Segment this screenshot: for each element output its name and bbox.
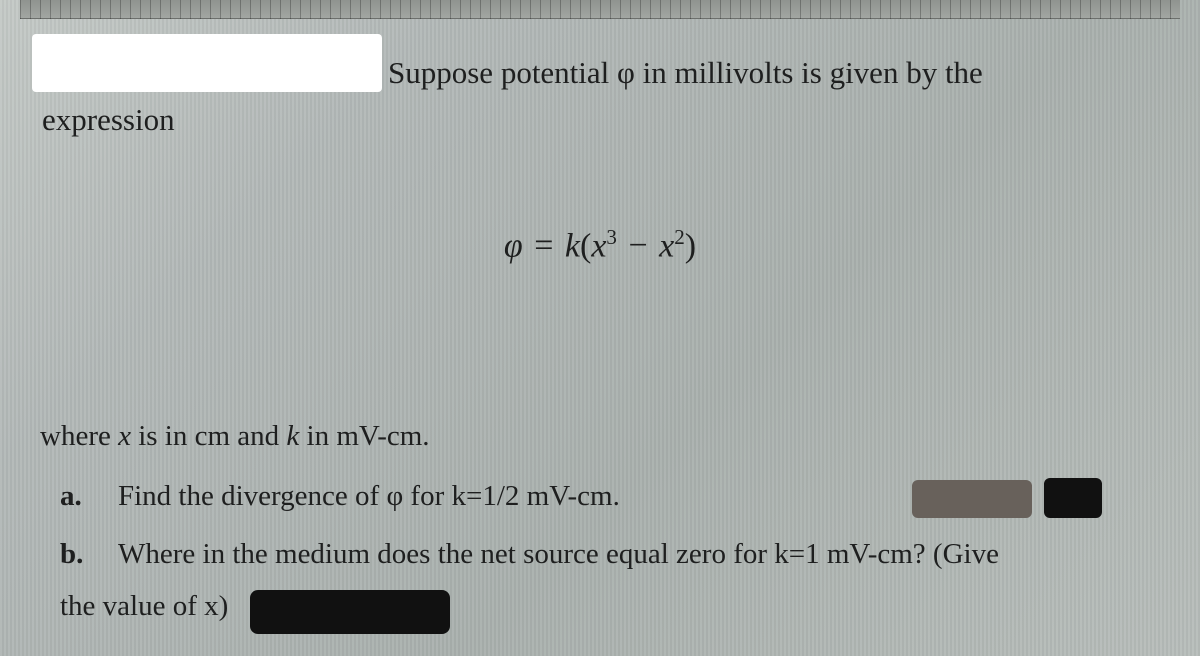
question-a-label: a. <box>60 480 90 513</box>
question-b-label: b. <box>60 538 90 571</box>
formula-term2-base: x <box>659 227 674 264</box>
redaction-qb-black <box>250 590 450 634</box>
where-var-x: x <box>118 420 131 452</box>
question-b-text1: Where in the medium does the net source … <box>118 538 1160 571</box>
expression-label: expression <box>42 102 175 138</box>
top-ruler-decoration <box>20 0 1180 19</box>
redaction-top-left <box>32 34 382 92</box>
where-mid2: in mV-cm. <box>299 420 429 452</box>
question-b-line2: the value of x) <box>60 590 1160 623</box>
formula-open: ( <box>580 227 591 264</box>
formula-equation: φ = k(x3 − x2) <box>0 225 1200 265</box>
intro-text: Suppose potential φ in millivolts is giv… <box>388 55 1170 91</box>
redaction-qa-black <box>1044 478 1102 518</box>
formula-term1-exp: 3 <box>606 225 617 249</box>
formula-eq: = <box>531 227 556 264</box>
formula-minus: − <box>625 227 650 264</box>
question-b-line1: b. Where in the medium does the net sour… <box>60 538 1160 571</box>
formula-lhs: φ <box>504 227 523 264</box>
where-var-k: k <box>286 420 299 452</box>
formula-term1-base: x <box>591 227 606 264</box>
where-line: where x is in cm and k in mV-cm. <box>40 420 1160 453</box>
where-mid1: is in cm and <box>131 420 286 452</box>
where-prefix: where <box>40 420 118 452</box>
formula-k: k <box>565 227 580 264</box>
redaction-qa-gray <box>912 480 1032 518</box>
worksheet-page: Suppose potential φ in millivolts is giv… <box>0 0 1200 656</box>
formula-close: ) <box>685 227 696 264</box>
formula-term2-exp: 2 <box>674 225 685 249</box>
